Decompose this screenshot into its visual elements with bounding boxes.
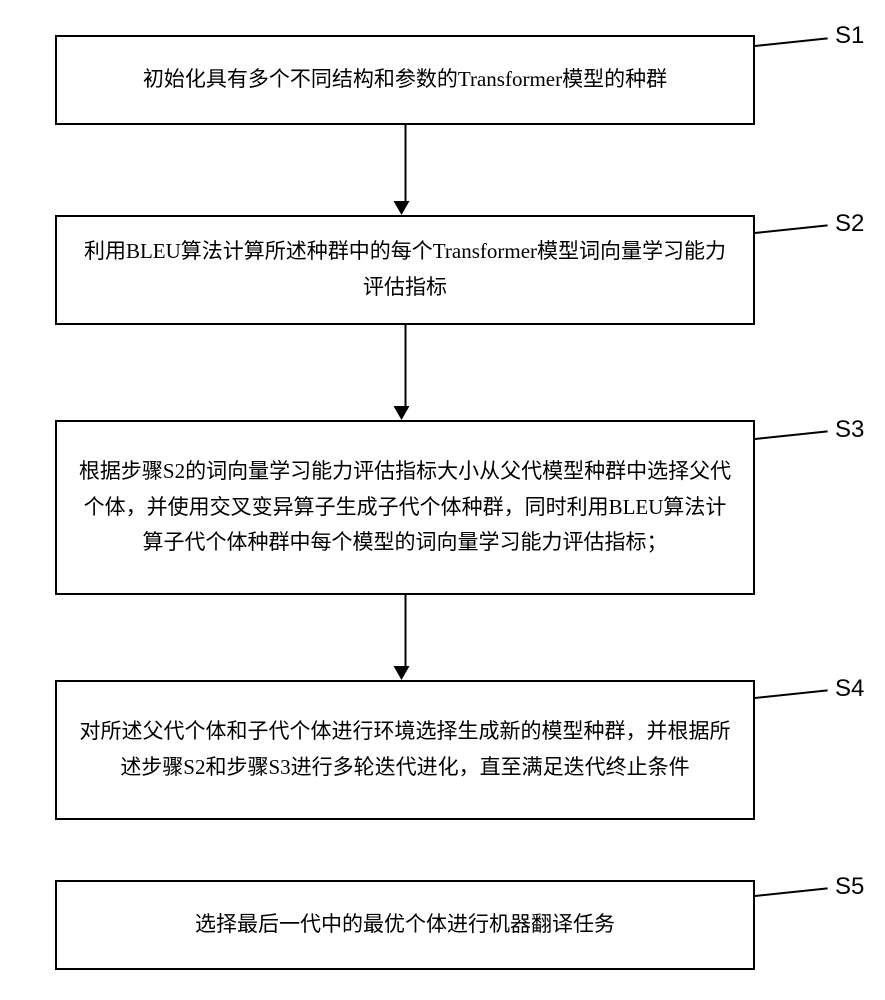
arrow-s1-s2: [401, 125, 410, 215]
arrow-s3-s4: [401, 595, 410, 680]
step-box-s4: 对所述父代个体和子代个体进行环境选择生成新的模型种群，并根据所述步骤S2和步骤S…: [55, 680, 755, 820]
label-line-s4: [755, 689, 828, 699]
step-label-s1: S1: [835, 22, 864, 50]
step-box-s5: 选择最后一代中的最优个体进行机器翻译任务: [55, 880, 755, 970]
step-box-s2: 利用BLEU算法计算所述种群中的每个Transformer模型词向量学习能力评估…: [55, 215, 755, 325]
step-text-s5: 选择最后一代中的最优个体进行机器翻译任务: [195, 907, 615, 943]
step-label-s4: S4: [835, 675, 864, 703]
label-line-s3: [755, 430, 828, 440]
step-text-s3: 根据步骤S2的词向量学习能力评估指标大小从父代模型种群中选择父代个体，并使用交叉…: [77, 454, 733, 561]
label-line-s2: [755, 224, 828, 234]
step-label-s5: S5: [835, 873, 864, 901]
step-box-s1: 初始化具有多个不同结构和参数的Transformer模型的种群: [55, 35, 755, 125]
step-box-s3: 根据步骤S2的词向量学习能力评估指标大小从父代模型种群中选择父代个体，并使用交叉…: [55, 420, 755, 595]
label-line-s1: [755, 37, 828, 47]
step-text-s1: 初始化具有多个不同结构和参数的Transformer模型的种群: [143, 62, 667, 98]
step-text-s4: 对所述父代个体和子代个体进行环境选择生成新的模型种群，并根据所述步骤S2和步骤S…: [77, 714, 733, 785]
step-label-s3: S3: [835, 416, 864, 444]
flowchart-container: 初始化具有多个不同结构和参数的Transformer模型的种群 S1 利用BLE…: [0, 0, 885, 1000]
step-text-s2: 利用BLEU算法计算所述种群中的每个Transformer模型词向量学习能力评估…: [77, 234, 733, 305]
arrow-s2-s3: [401, 325, 410, 420]
step-label-s2: S2: [835, 210, 864, 238]
label-line-s5: [755, 887, 828, 897]
